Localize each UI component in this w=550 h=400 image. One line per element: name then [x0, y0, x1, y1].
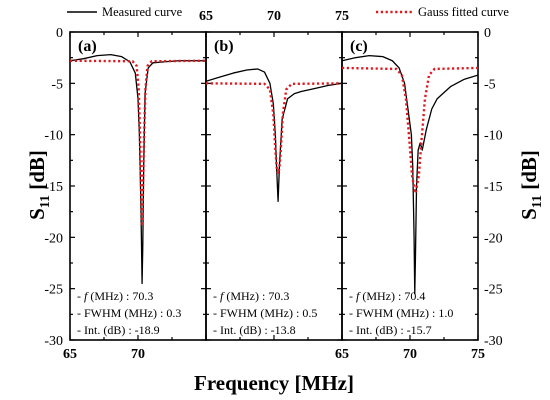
- panel-c-annotation: - f (MHz) : 70.4: [349, 289, 425, 303]
- panel-c: (c) - f (MHz) : 70.4 - FWHM (MHz) : 1.0 - I…: [341, 31, 479, 341]
- y-axis-title-left: S11 [dB]: [25, 150, 53, 220]
- panel-c-gauss-curve: [342, 66, 478, 195]
- x-tick-label: 70: [403, 347, 417, 362]
- legend-measured-label: Measured curve: [102, 5, 183, 19]
- x-tick-label: 65: [63, 347, 77, 362]
- top-tick-labels: 65 70 75: [199, 9, 349, 24]
- y-tick-label-left: -15: [44, 180, 63, 195]
- y-axis-title-right-unit: [dB]: [517, 150, 541, 195]
- panel-c-label: (c): [350, 38, 368, 55]
- y-axis-title-left-sub: 11: [38, 195, 53, 208]
- panel-a-annotation: - Int. (dB) : -18.9: [77, 323, 160, 337]
- y-tick-labels-left: 0 -5 -10 -15 -20 -25 -30: [44, 26, 63, 349]
- y-tick-label-right: -20: [484, 231, 503, 246]
- y-tick-label-right: 0: [484, 26, 491, 41]
- y-axis-title-right-main: S: [517, 208, 541, 220]
- panel-c-annotation: - Int. (dB) : -15.7: [349, 323, 432, 337]
- panel-a-gauss-curve: [70, 59, 206, 228]
- x-tick-labels: 65 70 65 70 75: [63, 347, 485, 362]
- panel-a: (a) - f (MHz) : 70.3 - FWHM (MHz) : 0.3 - I…: [69, 31, 207, 341]
- top-tick-label-65: 65: [199, 9, 213, 24]
- y-tick-label-right: -25: [484, 283, 503, 298]
- panel-b-annotation: - FWHM (MHz) : 0.5: [213, 306, 317, 320]
- y-tick-label-left: -5: [51, 77, 63, 92]
- y-tick-label-right: -5: [484, 77, 496, 92]
- y-tick-label-left: 0: [56, 26, 63, 41]
- panel-a-label: (a): [78, 38, 97, 55]
- panel-b: (b) - f (MHz) : 70.3 - FWHM (MHz) : 0.5 - I…: [205, 31, 343, 341]
- y-tick-label-left: -10: [44, 129, 63, 144]
- panel-a-annotation: - FWHM (MHz) : 0.3: [77, 306, 181, 320]
- panel-c-annotation: - FWHM (MHz) : 1.0: [349, 306, 453, 320]
- y-tick-label-right: -15: [484, 180, 503, 195]
- y-tick-label-left: -20: [44, 231, 63, 246]
- y-tick-label-left: -25: [44, 283, 63, 298]
- panel-b-measured-curve: [206, 68, 342, 203]
- panel-b-annotation: - Int. (dB) : -13.8: [213, 323, 296, 337]
- x-tick-label: 65: [335, 347, 349, 362]
- top-tick-label-70: 70: [267, 9, 281, 24]
- panel-c-measured-curve: [342, 54, 478, 295]
- y-axis-title-right-sub: 11: [530, 195, 545, 208]
- x-axis-title: Frequency [MHz]: [194, 371, 354, 395]
- y-axis-title-right: S11 [dB]: [517, 150, 545, 220]
- panel-b-label: (b): [214, 38, 234, 55]
- legend-gauss-label: Gauss fitted curve: [418, 5, 509, 19]
- x-tick-label: 75: [471, 347, 485, 362]
- y-tick-label-left: -30: [44, 334, 63, 349]
- y-axis-title-left-main: S: [25, 208, 49, 220]
- y-tick-labels-right: 0 -5 -10 -15 -20 -25 -30: [484, 26, 503, 349]
- svg-text:S11 [dB]: S11 [dB]: [25, 150, 53, 220]
- panel-b-gauss-curve: [206, 82, 342, 175]
- panel-a-annotation: - f (MHz) : 70.3: [77, 289, 153, 303]
- top-tick-label-75: 75: [335, 9, 349, 24]
- y-axis-title-left-unit: [dB]: [25, 150, 49, 195]
- svg-text:S11 [dB]: S11 [dB]: [517, 150, 545, 220]
- panel-b-annotation: - f (MHz) : 70.3: [213, 289, 289, 303]
- legend: Measured curve Gauss fitted curve: [67, 5, 509, 19]
- y-tick-label-right: -30: [484, 334, 503, 349]
- x-tick-label: 70: [131, 347, 145, 362]
- y-tick-label-right: -10: [484, 129, 503, 144]
